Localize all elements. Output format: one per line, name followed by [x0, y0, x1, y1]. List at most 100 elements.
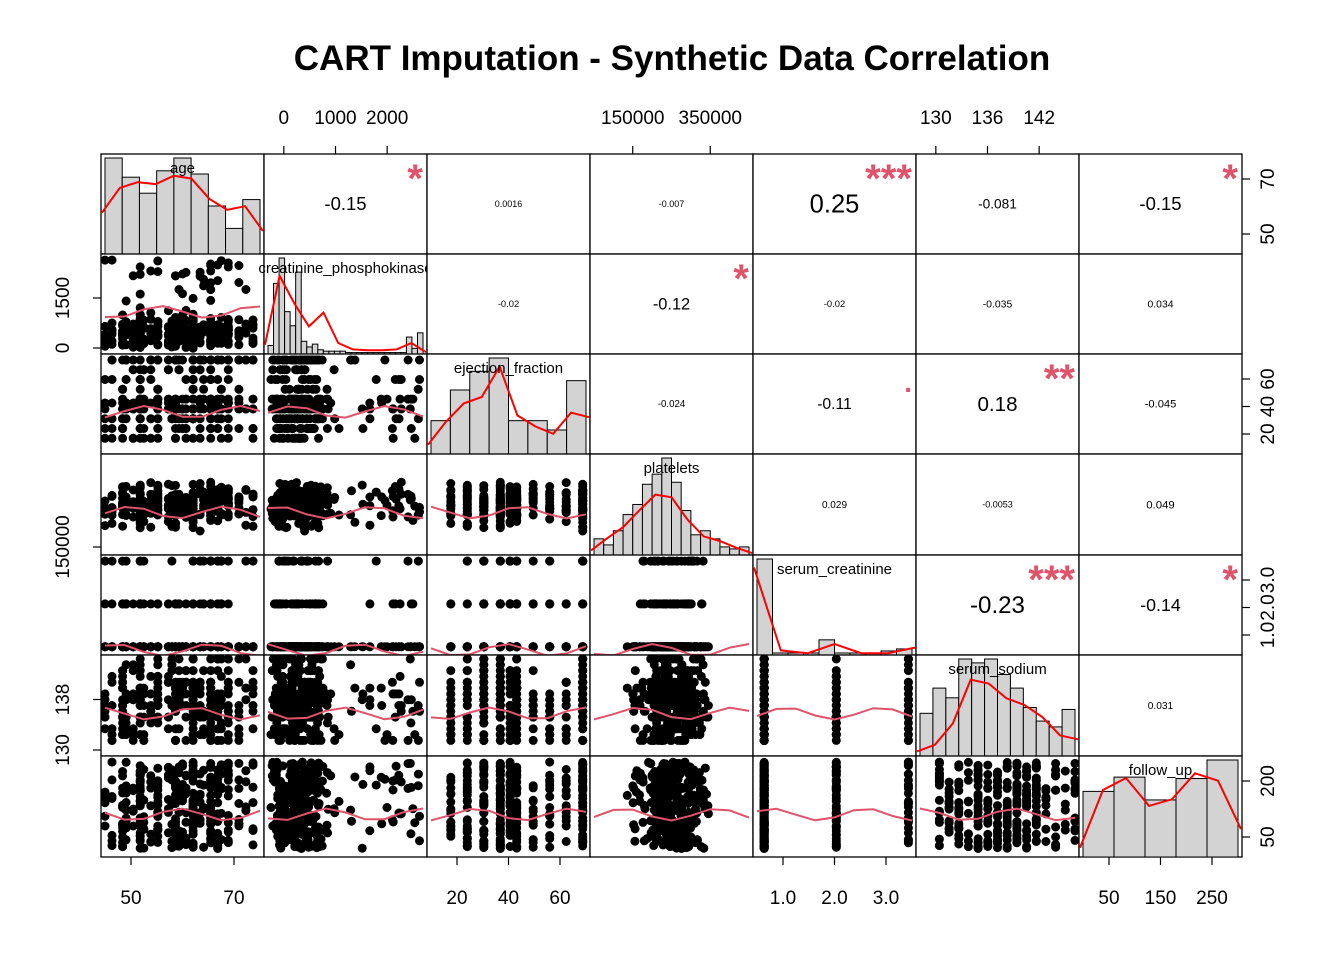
scatter-point — [545, 504, 555, 514]
scatter-point — [178, 759, 187, 769]
scatter-point — [310, 724, 320, 734]
scatter-point — [128, 355, 138, 365]
scatter-point — [578, 505, 588, 515]
scatter-point — [759, 683, 769, 693]
scatter-point — [388, 642, 398, 652]
scatter-point — [146, 324, 156, 334]
scatter-point — [248, 556, 258, 566]
scatter-point — [635, 599, 645, 609]
scatter-point — [377, 701, 387, 710]
scatter-point — [223, 775, 233, 785]
scatter-point — [479, 735, 489, 745]
scatter-point — [462, 556, 472, 566]
scatter-point — [199, 375, 209, 384]
scatter-point — [406, 718, 416, 728]
scatter-point — [241, 802, 251, 812]
histogram-bar — [671, 481, 682, 556]
chart-title: CART Imputation - Synthetic Data Correla… — [294, 39, 1050, 78]
scatter-point — [248, 724, 258, 734]
scatter-point — [216, 760, 226, 770]
scatter-point — [128, 433, 138, 443]
scatter-point — [505, 671, 515, 681]
scatter-point — [462, 483, 472, 493]
scatter-point — [651, 712, 661, 722]
scatter-point — [639, 556, 649, 566]
scatter-point — [314, 666, 323, 676]
variable-label: serum_sodium — [948, 661, 1046, 678]
scatter-point — [135, 375, 145, 384]
scatter-point — [388, 689, 398, 699]
scatter-point — [395, 394, 405, 404]
scatter-point — [188, 599, 198, 609]
scatter-point — [696, 642, 706, 652]
scatter-point — [121, 355, 131, 365]
scatter-point — [206, 433, 216, 443]
scatter-point — [135, 510, 145, 520]
scatter-point — [248, 760, 258, 770]
scatter-point — [505, 599, 515, 609]
scatter-point — [650, 683, 660, 693]
scatter-point — [292, 414, 302, 424]
panel-frame — [426, 253, 591, 355]
scatter-point — [223, 424, 233, 433]
scatter-point — [446, 500, 456, 510]
scatter-point — [128, 666, 138, 676]
scatter-point — [462, 654, 472, 664]
scatter-point — [118, 730, 128, 740]
scatter-point — [121, 757, 131, 767]
scatter-point — [545, 556, 555, 566]
scatter-point — [153, 671, 163, 681]
scatter-point — [213, 516, 223, 526]
scatter-point — [462, 496, 472, 506]
scatter-point — [100, 433, 110, 443]
scatter-point — [528, 479, 538, 489]
scatter-point — [289, 482, 299, 492]
scatter-point — [668, 654, 678, 664]
scatter-point — [153, 414, 163, 424]
histogram-bar — [121, 176, 140, 255]
scatter-point — [302, 355, 312, 365]
scatter-point — [292, 496, 302, 506]
scatter-point — [206, 689, 216, 699]
scatter-point — [188, 315, 198, 325]
histogram-bar — [267, 345, 275, 355]
scatter-point — [100, 424, 110, 433]
scatter-point — [195, 433, 205, 443]
scatter-point — [759, 654, 769, 664]
scatter-point — [479, 671, 489, 681]
scatter-point — [376, 394, 386, 404]
scatter-point — [446, 666, 456, 676]
scatter-point — [326, 508, 336, 518]
scatter-point — [248, 315, 258, 325]
scatter-point — [285, 414, 295, 424]
scatter-point — [289, 398, 299, 408]
scatter-point — [171, 518, 180, 528]
scatter-point — [314, 490, 324, 499]
scatter-point — [561, 689, 571, 699]
scatter-point — [100, 642, 110, 652]
scatter-point — [285, 384, 294, 394]
scatter-point — [358, 424, 368, 433]
scatter-point — [153, 256, 163, 266]
scatter-point — [248, 642, 258, 652]
scatter-point — [234, 327, 244, 337]
scatter-point — [528, 735, 538, 745]
significance-stars: * — [733, 257, 749, 301]
scatter-point — [135, 768, 145, 778]
histogram-bar — [138, 192, 158, 255]
scatter-point — [292, 599, 302, 609]
scatter-point — [545, 689, 555, 699]
scatter-point — [545, 735, 555, 745]
scatter-point — [223, 827, 233, 837]
scatter-point — [174, 285, 184, 294]
scatter-point — [365, 683, 375, 693]
scatter-point — [107, 490, 117, 500]
scatter-point — [153, 492, 163, 502]
variable-label: creatinine_phosphokinase — [258, 260, 432, 277]
scatter-point — [121, 492, 131, 502]
scatter-point — [357, 642, 367, 652]
scatter-point — [357, 480, 367, 490]
scatter-points — [266, 477, 424, 536]
correlation-value: -0.23 — [970, 592, 1025, 619]
scatter-point — [171, 328, 180, 338]
